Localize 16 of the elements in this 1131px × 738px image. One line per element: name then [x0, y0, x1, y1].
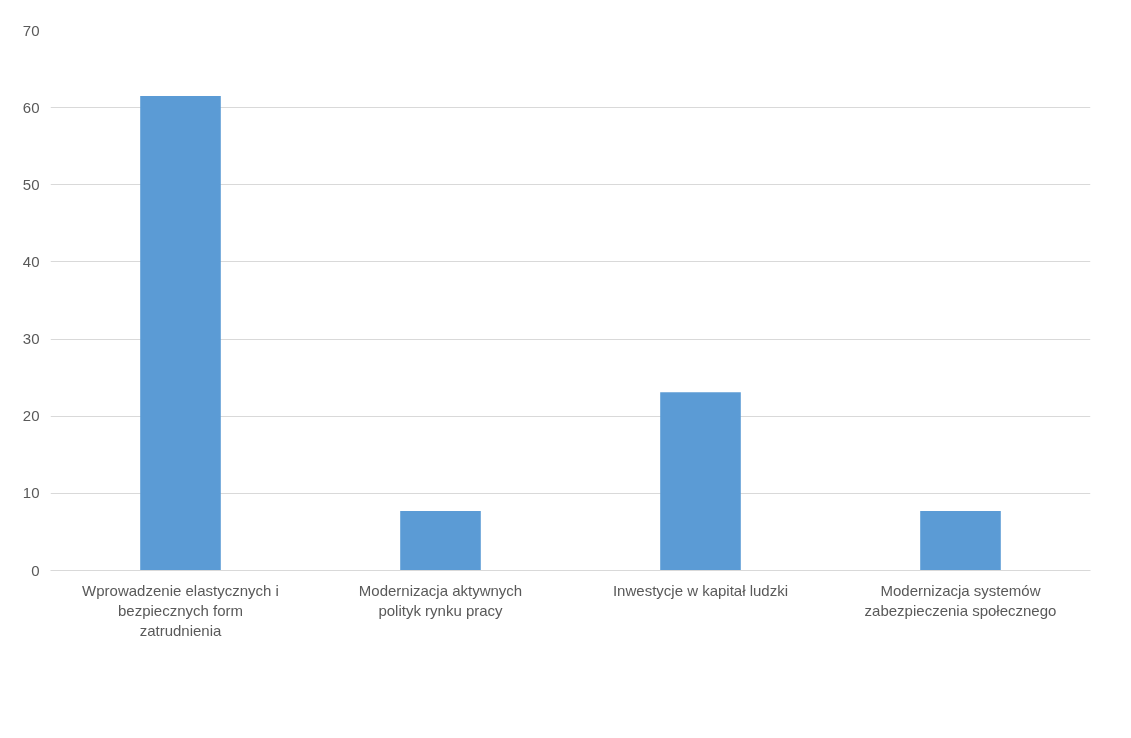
bar [920, 511, 1001, 571]
bar [140, 96, 221, 571]
x-tick-label: Inwestycje w kapitał ludzki [612, 581, 789, 599]
y-tick-label: 40 [22, 252, 40, 270]
bar [660, 392, 741, 571]
y-tick-label: 60 [22, 98, 40, 116]
x-tick-label: Wprowadzenie elastycznych i bezpiecznych form zatrudnienia [82, 581, 279, 640]
x-tick-label: Modernizacja aktywnych polityk rynku pracy [358, 581, 523, 619]
y-tick-label: 20 [22, 407, 40, 425]
y-tick-label: 0 [31, 561, 40, 579]
y-tick-label: 50 [22, 175, 40, 193]
y-tick-label: 10 [22, 484, 40, 502]
bar [400, 511, 481, 571]
y-tick-label: 70 [22, 21, 40, 39]
y-tick-label: 30 [22, 330, 40, 348]
x-tick-label: Modernizacja systemów zabezpieczenia społecznego [864, 581, 1057, 619]
